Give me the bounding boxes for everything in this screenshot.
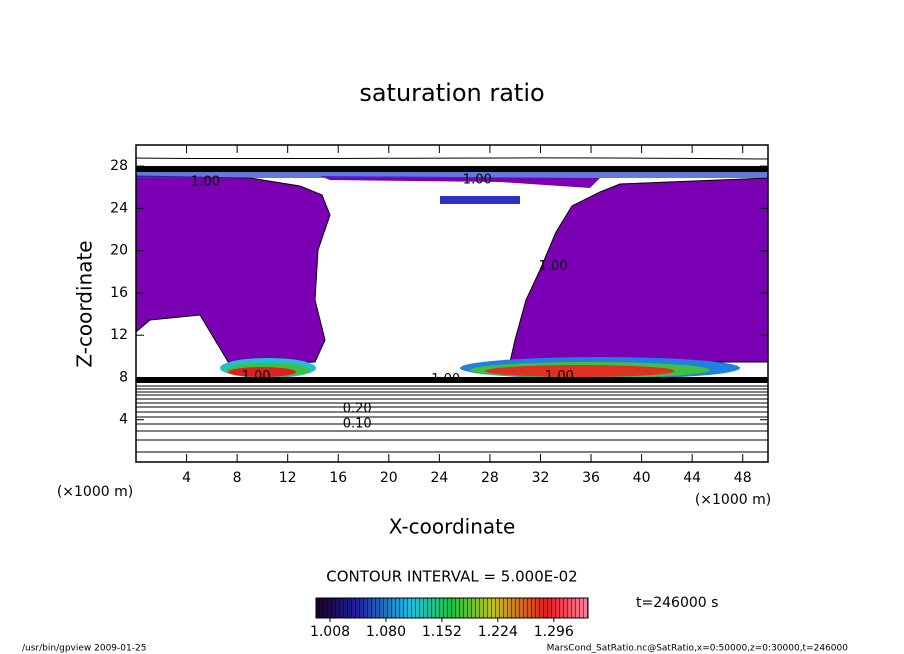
footer-right: MarsCond_SatRatio.nc@SatRatio,x=0:50000,…: [547, 644, 849, 654]
x-axis-label: X-coordinate: [389, 515, 516, 539]
plot-frame: [135, 144, 769, 463]
y-tick-label: 20: [110, 243, 128, 259]
y-tick-label: 4: [119, 412, 128, 428]
colorbar-tick-label: 1.008: [310, 624, 350, 640]
y-unit: (×1000 m): [695, 492, 771, 508]
x-tick-label: 8: [233, 470, 242, 486]
colorbar-tick-label: 1.152: [422, 624, 462, 640]
contour-band: [136, 166, 768, 172]
contour-band: [136, 377, 768, 383]
contour-label: 1.00: [242, 369, 271, 384]
region: [485, 365, 675, 377]
x-tick-label: 16: [329, 470, 347, 486]
y-tick-label: 8: [119, 369, 128, 385]
field: [136, 157, 768, 453]
contour-interval: CONTOUR INTERVAL = 5.000E-02: [326, 568, 577, 586]
chart-title: saturation ratio: [359, 79, 544, 107]
x-tick-label: 36: [582, 470, 600, 486]
colorbar-stripes: [315, 597, 589, 619]
colorbar-tick-label: 1.296: [534, 624, 574, 640]
footer-left: /usr/bin/gpview 2009-01-25: [22, 644, 146, 654]
x-tick-label: 44: [683, 470, 701, 486]
contour-label: 0.20: [343, 402, 372, 417]
x-unit: (×1000 m): [57, 484, 133, 500]
y-tick-label: 16: [110, 285, 128, 301]
contour-label: 0.10: [343, 416, 372, 431]
y-tick-label: 28: [110, 158, 128, 174]
colorbar-tick-label: 1.224: [478, 624, 518, 640]
contour-label: 1.00: [431, 372, 460, 387]
region: [136, 172, 768, 178]
y-axis-label: Z-coordinate: [73, 240, 97, 367]
contour-label: 1.00: [191, 174, 220, 189]
region: [440, 196, 520, 204]
contour-label: 1.00: [539, 259, 568, 274]
x-tick-label: 4: [182, 470, 191, 486]
x-tick-label: 32: [532, 470, 550, 486]
colorbar-tick-label: 1.080: [366, 624, 406, 640]
contour-label: 1.00: [545, 369, 574, 384]
region: [320, 176, 600, 188]
y-tick-label: 24: [110, 200, 128, 216]
x-tick-label: 48: [734, 470, 752, 486]
x-tick-label: 12: [279, 470, 297, 486]
region: [228, 367, 296, 377]
y-tick-label: 12: [110, 327, 128, 343]
region: [136, 175, 331, 366]
time-label: t=246000 s: [636, 595, 718, 611]
contour-label: 1.00: [463, 172, 492, 187]
x-tick-label: 24: [430, 470, 448, 486]
contour-lines: [136, 157, 768, 453]
x-tick-label: 28: [481, 470, 499, 486]
x-tick-label: 40: [633, 470, 651, 486]
x-tick-label: 20: [380, 470, 398, 486]
